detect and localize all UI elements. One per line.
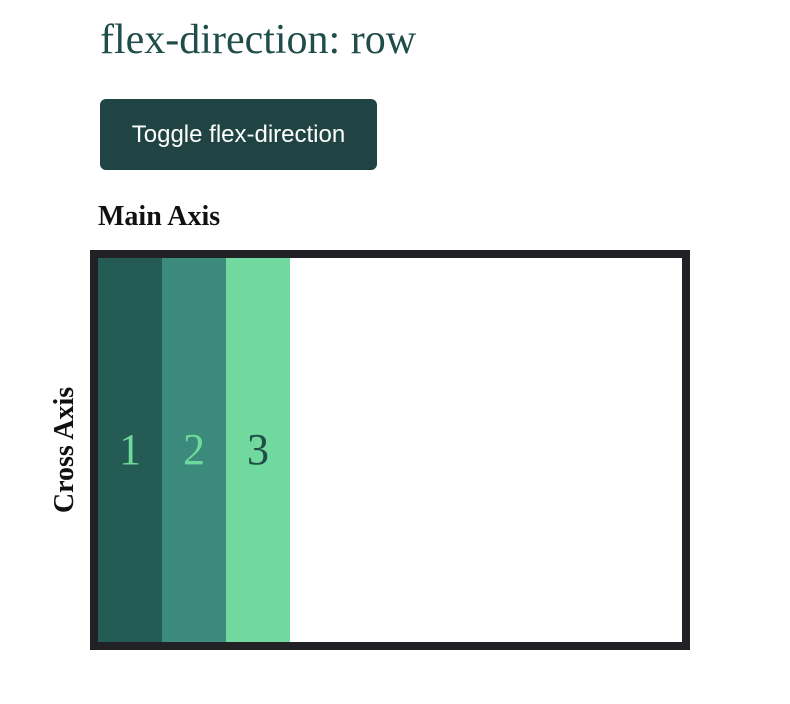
flex-item-label: 1 [119,425,141,474]
flex-item-2: 2 [162,258,226,642]
flex-item-label: 3 [247,425,269,474]
flex-item-1: 1 [98,258,162,642]
cross-axis-label: Cross Axis [49,386,81,514]
cross-axis-label-wrapper: Cross Axis [40,252,90,648]
flex-container: 1 2 3 [90,250,690,650]
toggle-flex-direction-button[interactable]: Toggle flex-direction [100,99,377,170]
flex-item-label: 2 [183,425,205,474]
page-title: flex-direction: row [100,17,417,63]
main-axis-label: Main Axis [98,201,221,232]
flex-item-3: 3 [226,258,290,642]
